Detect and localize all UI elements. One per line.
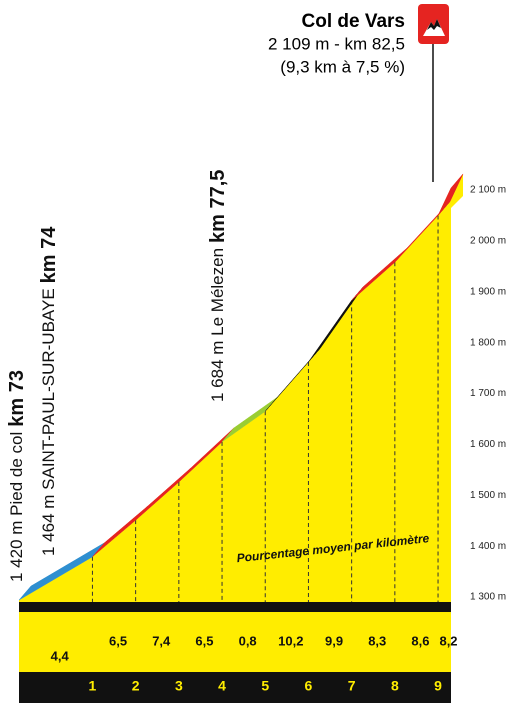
y-tick-label: 2 000 m xyxy=(470,236,506,247)
waypoint-text: 1 420 m Pied de col xyxy=(7,432,26,582)
base-bottom xyxy=(19,672,451,703)
gradient-label: 6,5 xyxy=(195,633,213,648)
y-tick-label: 1 300 m xyxy=(470,592,506,603)
waypoint-km: km 73 xyxy=(6,370,28,427)
km-label: 1 xyxy=(89,678,97,694)
waypoint-label: 1 684 m Le Mélezen km 77,5 xyxy=(207,170,229,402)
y-tick-label: 2 100 m xyxy=(470,185,506,196)
gradient-segment xyxy=(437,173,464,216)
waypoint-text: 1 464 m SAINT-PAUL-SUR-UBAYE xyxy=(39,288,58,556)
summit-flag xyxy=(418,4,449,44)
gradient-label: 10,2 xyxy=(278,633,303,648)
km-label: 3 xyxy=(175,678,183,694)
chart-note: (9,3 km à 7,5 %) xyxy=(280,57,405,76)
y-tick-label: 1 600 m xyxy=(470,439,506,450)
y-tick-label: 1 500 m xyxy=(470,490,506,501)
profile-body xyxy=(19,187,451,602)
gradient-label: 8,3 xyxy=(368,633,386,648)
y-tick-label: 1 700 m xyxy=(470,388,506,399)
gradient-label: 4,4 xyxy=(51,648,70,663)
y-tick-label: 1 900 m xyxy=(470,286,506,297)
km-label: 6 xyxy=(305,678,313,694)
gradient-label: 8,6 xyxy=(411,633,429,648)
profile-side xyxy=(451,173,463,208)
gradient-label: 9,9 xyxy=(325,633,343,648)
km-label: 4 xyxy=(218,678,226,694)
km-label: 5 xyxy=(261,678,269,694)
gradient-label: 8,2 xyxy=(439,633,457,648)
waypoint-km: km 74 xyxy=(38,226,60,284)
y-tick-label: 1 400 m xyxy=(470,541,506,552)
summit-icon-shade xyxy=(427,19,441,30)
gradient-label: 7,4 xyxy=(152,633,171,648)
waypoint-label: 1 464 m SAINT-PAUL-SUR-UBAYE km 74 xyxy=(38,226,60,556)
gradient-label: 6,5 xyxy=(109,633,127,648)
km-label: 9 xyxy=(434,678,442,694)
waypoint-km: km 77,5 xyxy=(207,170,229,243)
base-front xyxy=(19,612,451,672)
waypoint-label: 1 420 m Pied de col km 73 xyxy=(6,370,28,582)
km-label: 7 xyxy=(348,678,356,694)
y-tick-label: 1 800 m xyxy=(470,337,506,348)
km-label: 8 xyxy=(391,678,399,694)
chart-subtitle: 2 109 m - km 82,5 xyxy=(268,34,405,53)
waypoint-text: 1 684 m Le Mélezen xyxy=(208,248,227,402)
chart-title: Col de Vars xyxy=(302,11,406,32)
km-label: 2 xyxy=(132,678,140,694)
gradient-label: 0,8 xyxy=(239,633,257,648)
base-top xyxy=(19,602,451,612)
